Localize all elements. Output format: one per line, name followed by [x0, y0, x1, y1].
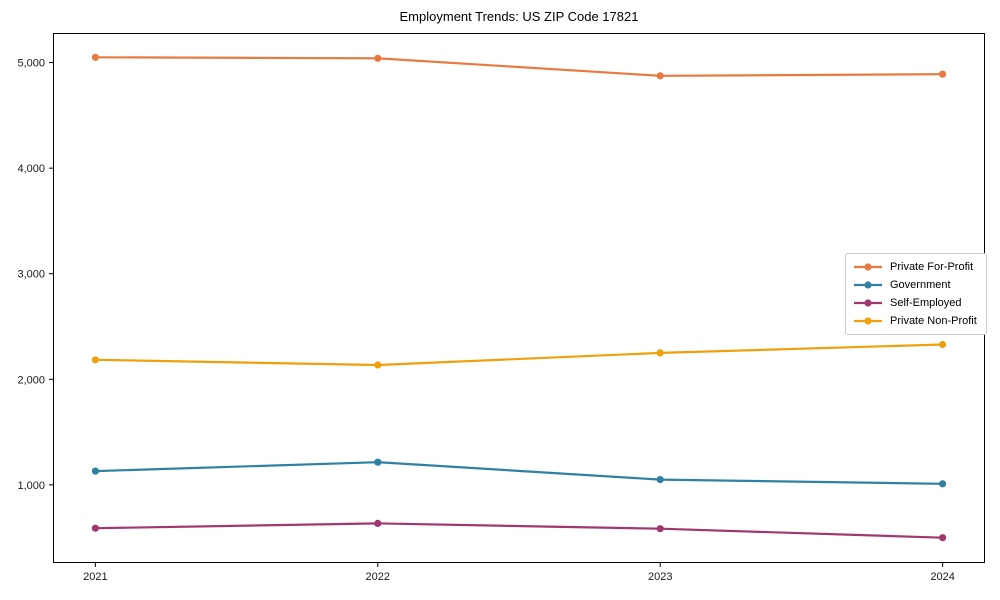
data-point-private-non-profit [91, 356, 99, 364]
legend-marker-private-non-profit [854, 317, 882, 325]
data-point-private-non-profit [656, 349, 664, 357]
legend-dot [864, 281, 872, 289]
data-point-government [374, 458, 382, 466]
legend-dot [864, 299, 872, 307]
plot-area: 1,000 2,000 3,000 4,000 5,000 2021 2022 2023 202… [17, 33, 985, 583]
y-tick-label: 2,000 [17, 374, 45, 386]
legend-marker-self-employed [854, 299, 882, 307]
data-point-government [656, 476, 664, 484]
data-point-private-for-profit [939, 70, 947, 78]
series-line-private-non-profit [94, 343, 944, 367]
legend-item-private-for-profit: Private For-Profit [853, 260, 977, 274]
legend-dot [864, 317, 872, 325]
data-point-self-employed [939, 534, 947, 542]
data-point-private-for-profit [374, 54, 382, 62]
series-line-self-employed [94, 522, 944, 539]
legend-dot [864, 263, 872, 271]
legend-item-government: Government [853, 278, 977, 292]
series-line-government [94, 461, 944, 485]
y-tick-label: 5,000 [17, 58, 45, 70]
data-point-government [939, 480, 947, 488]
x-tick-label: 2021 [83, 571, 107, 583]
data-point-private-non-profit [939, 340, 947, 349]
data-point-self-employed [91, 524, 99, 532]
legend-item-self-employed: Self-Employed [853, 296, 977, 310]
y-tick-label: 3,000 [17, 269, 45, 281]
legend-label: Private Non-Profit [890, 315, 977, 327]
data-point-self-employed [374, 519, 382, 527]
data-point-private-for-profit [656, 72, 664, 80]
legend-marker-private-for-profit [854, 263, 882, 271]
x-tick-label: 2024 [930, 571, 954, 583]
chart-title: Employment Trends: US ZIP Code 17821 [399, 9, 639, 24]
x-tick-label: 2023 [648, 571, 672, 583]
legend-marker-government [854, 281, 882, 289]
legend-label: Private For-Profit [890, 261, 974, 273]
legend-label: Government [890, 279, 951, 291]
legend: Private For-Profit Government Self-Employe… [845, 253, 987, 335]
data-point-self-employed [656, 525, 664, 533]
data-point-private-for-profit [91, 53, 99, 61]
legend-item-private-non-profit: Private Non-Profit [853, 314, 977, 328]
y-tick-label: 4,000 [17, 163, 45, 175]
y-tick-label: 1,000 [17, 480, 45, 492]
x-tick-label: 2022 [366, 571, 390, 583]
series-line-private-for-profit [94, 56, 944, 77]
legend-label: Self-Employed [890, 297, 962, 309]
data-point-private-non-profit [374, 361, 382, 369]
data-point-government [91, 467, 99, 475]
